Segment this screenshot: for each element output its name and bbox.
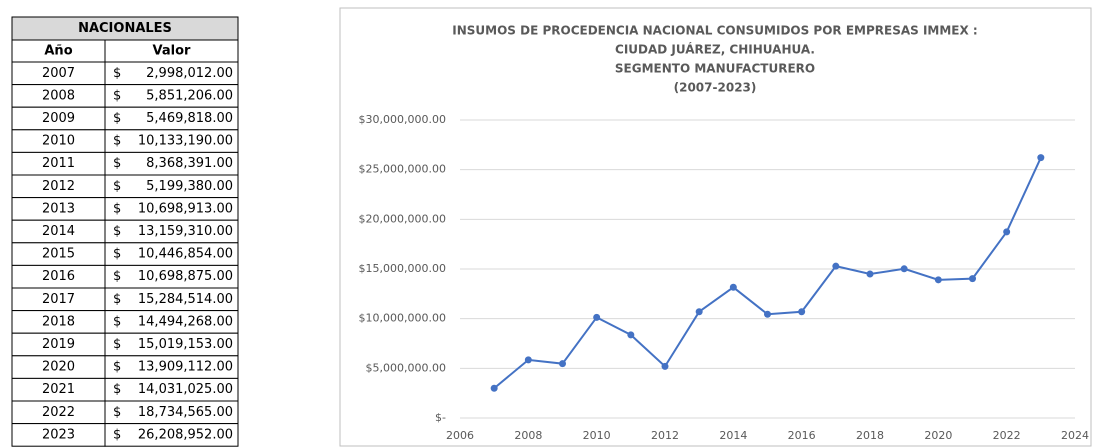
column-header: Año <box>44 44 72 59</box>
year: 2014 <box>42 224 75 239</box>
year: 2022 <box>42 405 75 420</box>
chart-title: (2007-2023) <box>674 81 757 95</box>
year: 2009 <box>42 111 75 126</box>
value: 15,284,514.00 <box>138 292 233 307</box>
y-tick-label: $10,000,000.00 <box>359 312 446 325</box>
point <box>559 360 566 368</box>
currency: $ <box>113 134 121 149</box>
year: 2010 <box>42 134 75 149</box>
currency: $ <box>113 111 121 126</box>
cell <box>104 423 239 447</box>
currency: $ <box>113 427 121 442</box>
currency: $ <box>113 292 121 307</box>
table-title: NACIONALES <box>78 21 172 36</box>
value: 18,734,565.00 <box>138 405 233 420</box>
value: 14,031,025.00 <box>138 382 233 397</box>
currency: $ <box>113 66 121 81</box>
x-tick-label: 2014 <box>719 429 747 442</box>
value: 10,133,190.00 <box>138 134 233 149</box>
y-tick-label: $- <box>435 411 446 424</box>
currency: $ <box>113 269 121 284</box>
currency: $ <box>113 224 121 239</box>
year: 2016 <box>42 269 75 284</box>
year: 2007 <box>42 66 75 81</box>
year: 2015 <box>42 247 75 262</box>
currency: $ <box>113 156 121 171</box>
chart-title: CIUDAD JUÁREZ, CHIHUAHUA. <box>615 42 815 57</box>
point <box>934 276 942 284</box>
point <box>627 331 635 339</box>
x-tick-label: 2006 <box>446 429 474 442</box>
currency: $ <box>113 179 121 194</box>
value: 2,998,012.00 <box>146 66 233 81</box>
year: 2008 <box>42 88 75 103</box>
point <box>524 356 532 364</box>
point <box>490 384 498 392</box>
currency: $ <box>113 337 121 352</box>
value: 5,199,380.00 <box>146 179 233 194</box>
x-tick-label: 2018 <box>856 429 884 442</box>
value: 5,851,206.00 <box>146 88 233 103</box>
point <box>1037 154 1045 162</box>
point <box>661 362 669 370</box>
point <box>1003 228 1011 236</box>
currency: $ <box>113 382 121 397</box>
year: 2012 <box>42 179 75 194</box>
point <box>798 308 806 316</box>
x-tick-label: 2008 <box>514 429 542 442</box>
point <box>695 308 703 316</box>
y-tick-label: $25,000,000.00 <box>359 163 446 176</box>
column-header: Valor <box>153 44 192 59</box>
y-tick-label: $15,000,000.00 <box>359 262 446 275</box>
year: 2019 <box>42 337 75 352</box>
point <box>832 262 840 270</box>
value: 10,698,913.00 <box>138 201 233 216</box>
x-tick-label: 2010 <box>583 429 611 442</box>
point <box>593 313 601 321</box>
currency: $ <box>113 201 121 216</box>
x-tick-label: 2016 <box>788 429 816 442</box>
chart-title: INSUMOS DE PROCEDENCIA NACIONAL CONSUMID… <box>452 24 977 38</box>
currency: $ <box>113 247 121 262</box>
currency: $ <box>113 88 121 103</box>
value: 15,019,153.00 <box>138 337 233 352</box>
point <box>729 283 737 291</box>
chart-title: SEGMENTO MANUFACTURERO <box>615 62 815 76</box>
point <box>866 270 874 278</box>
currency: $ <box>113 360 121 375</box>
value: 10,698,875.00 <box>138 269 233 284</box>
year: 2013 <box>42 201 75 216</box>
year: 2018 <box>42 314 75 329</box>
year: 2021 <box>42 382 75 397</box>
x-tick-label: 2024 <box>1061 429 1089 442</box>
currency: $ <box>113 314 121 329</box>
point <box>764 310 771 318</box>
year: 2017 <box>42 292 75 307</box>
x-tick-label: 2020 <box>924 429 952 442</box>
value: 13,909,112.00 <box>138 360 233 375</box>
year: 2011 <box>42 156 75 171</box>
value: 26,208,952.00 <box>138 427 233 442</box>
y-tick-label: $5,000,000.00 <box>366 361 446 374</box>
y-tick-label: $20,000,000.00 <box>359 212 446 225</box>
value: 10,446,854.00 <box>138 247 233 262</box>
year: 2020 <box>42 360 75 375</box>
value: 13,159,310.00 <box>138 224 233 239</box>
currency: $ <box>113 405 121 420</box>
point <box>900 265 908 273</box>
year: 2023 <box>42 427 75 442</box>
x-tick-label: 2022 <box>993 429 1021 442</box>
point <box>969 275 976 283</box>
y-tick-label: $30,000,000.00 <box>359 113 446 126</box>
x-tick-label: 2012 <box>651 429 679 442</box>
value: 5,469,818.00 <box>146 111 233 126</box>
value: 8,368,391.00 <box>146 156 233 171</box>
value: 14,494,268.00 <box>138 314 233 329</box>
chart-frame <box>339 7 1092 447</box>
